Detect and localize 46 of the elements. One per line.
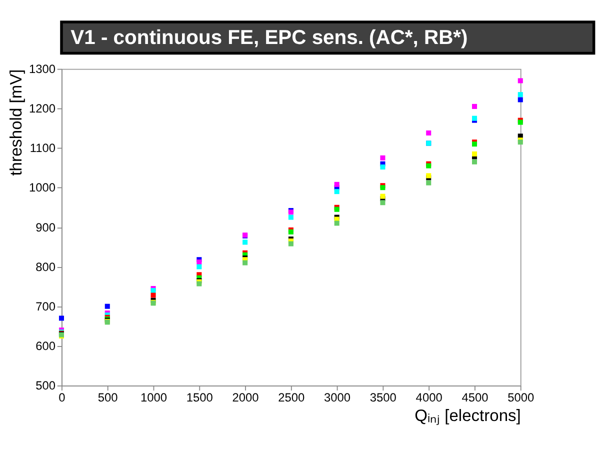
point bbox=[518, 97, 523, 102]
y-tick-label: 500 bbox=[36, 378, 56, 393]
y-tick-label: 1200 bbox=[28, 102, 56, 116]
y-axis-title: threshold [mV] bbox=[6, 69, 26, 176]
y-tick-label: 600 bbox=[36, 339, 56, 354]
point bbox=[242, 260, 248, 266]
point bbox=[380, 155, 386, 160]
point bbox=[380, 200, 386, 206]
y-tick-label: 700 bbox=[36, 299, 56, 314]
x-tick-label: 500 bbox=[98, 390, 118, 405]
y-tick-label: 900 bbox=[36, 220, 56, 234]
point bbox=[518, 92, 523, 98]
point bbox=[518, 78, 523, 84]
x-tick-label: 5000 bbox=[508, 390, 534, 405]
point bbox=[242, 240, 248, 245]
point bbox=[58, 316, 64, 321]
x-tick-label: 3000 bbox=[324, 390, 351, 405]
x-tick-label: 3500 bbox=[370, 390, 397, 405]
y-tick-label: 1100 bbox=[30, 141, 56, 156]
x-tick-label: 4500 bbox=[462, 390, 489, 405]
x-tick-label: 4000 bbox=[416, 390, 443, 405]
point bbox=[426, 180, 432, 186]
point bbox=[472, 151, 478, 156]
point bbox=[288, 214, 294, 220]
point bbox=[334, 220, 340, 226]
point bbox=[472, 159, 478, 164]
point bbox=[426, 130, 432, 136]
y-tick-label: 1300 bbox=[28, 62, 56, 76]
x-tick-label: 2000 bbox=[232, 390, 260, 405]
x-tick-label: 2500 bbox=[278, 390, 306, 405]
point bbox=[380, 194, 386, 199]
point bbox=[472, 104, 478, 109]
point bbox=[150, 292, 156, 298]
point bbox=[104, 304, 110, 309]
point bbox=[288, 241, 294, 246]
chart-title: V1 - continuous FE, EPC sens. (AC*, RB*) bbox=[70, 27, 468, 50]
x-tick-label: 1000 bbox=[140, 390, 168, 405]
point bbox=[334, 182, 340, 187]
y-tick-label: 1000 bbox=[28, 180, 56, 195]
x-tick-label: 1500 bbox=[186, 390, 214, 405]
point bbox=[196, 264, 202, 270]
point bbox=[380, 164, 386, 170]
point bbox=[334, 189, 340, 194]
x-axis-title: Qᵢₙⱼ [electrons] bbox=[414, 406, 521, 425]
x-tick-label: 0 bbox=[58, 390, 66, 405]
y-tick-label: 800 bbox=[36, 260, 56, 274]
